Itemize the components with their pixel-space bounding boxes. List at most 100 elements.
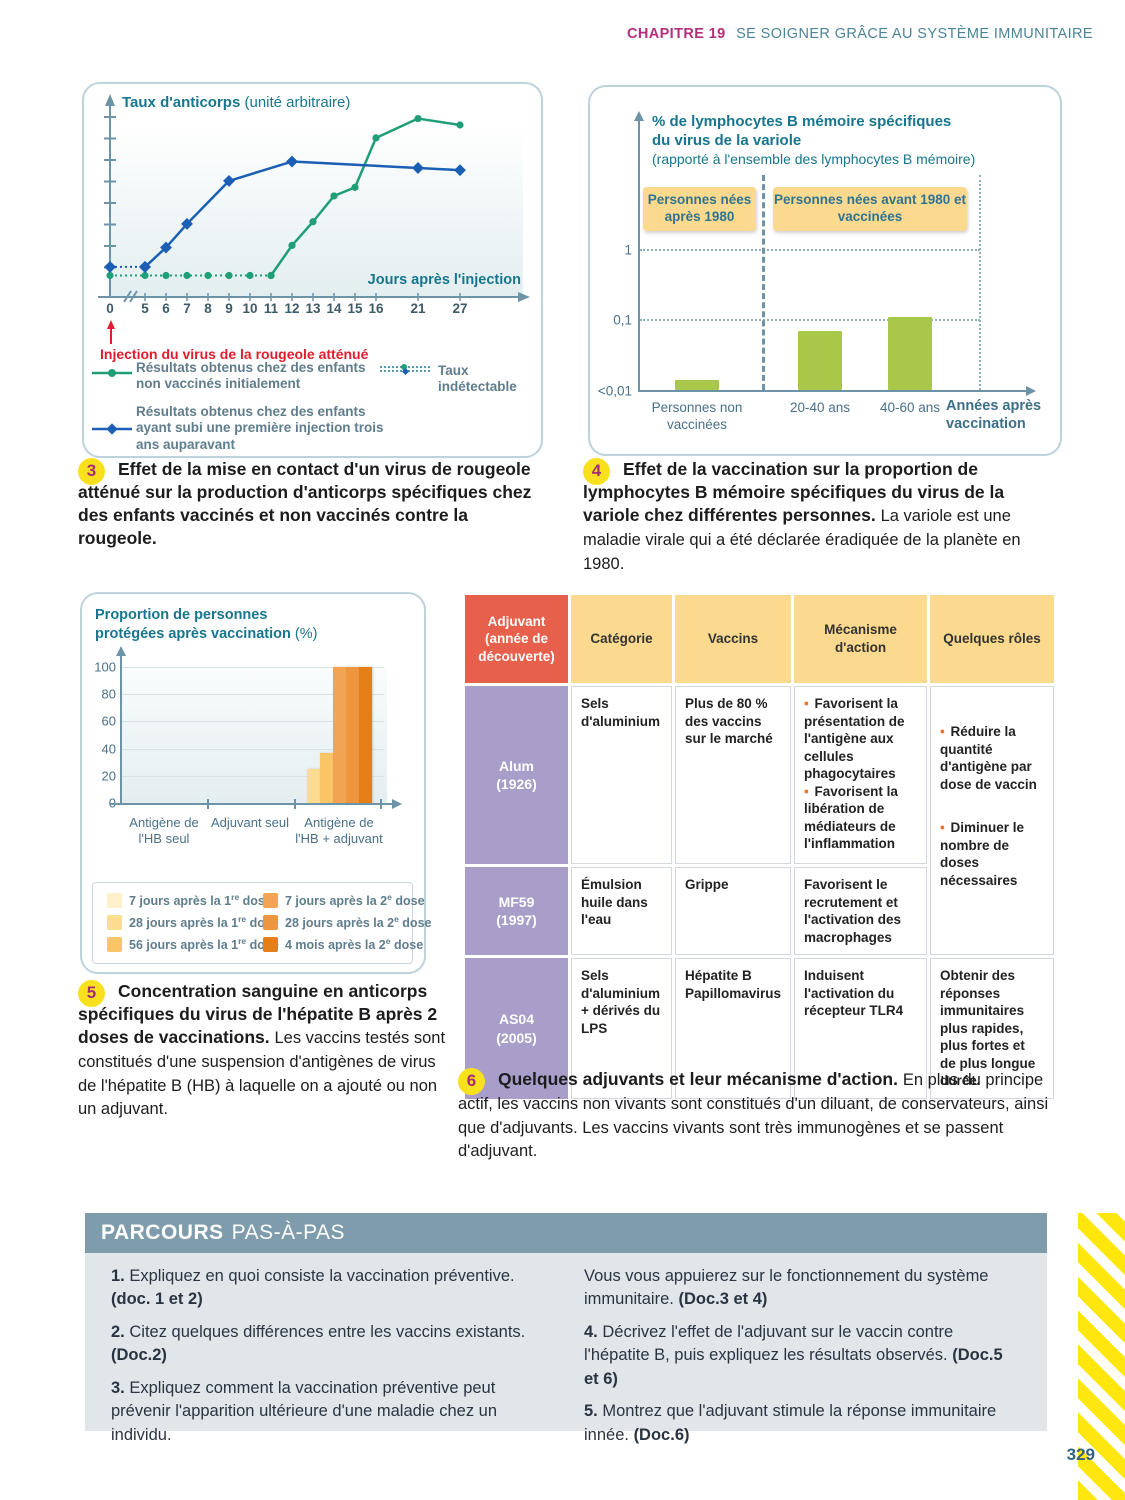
x-axis-tick-labels: 0 5 6 7 8 9 10 11 12 13 14 15 16 21 27 (84, 301, 541, 319)
y-axis-arrow (116, 646, 126, 656)
y-tick-label: 60 (101, 713, 116, 729)
categorie-cell: Sels d'aluminium (571, 686, 672, 864)
chart-title: Taux d'anticorps (unité arbitraire) (122, 94, 351, 111)
gridline (122, 667, 384, 668)
dose-legend-box: 7 jours après la 1re dose 28 jours après… (92, 882, 431, 964)
bar-dose-5 (359, 667, 372, 803)
caption-doc3: 3 Effet de la mise en contact d'un virus… (78, 458, 532, 549)
mecanisme-cell: Favorisent le recrutement et l'activatio… (794, 867, 928, 956)
header-vaccins: Vaccins (675, 595, 792, 683)
question-5: 5. Montrez que l'adjuvant stimule la rép… (584, 1402, 997, 1444)
question-3: 3. Expliquez comment la vaccination prév… (111, 1378, 498, 1444)
legend-swatch (263, 914, 278, 930)
gridline (122, 775, 384, 777)
table-row-alum: Alum (1926) Sels d'aluminium Plus de 80 … (465, 686, 1055, 956)
doc4-lymphocyte-chart-panel: % de lymphocytes B mémoire spécifiques d… (588, 85, 1062, 456)
bar-2 (888, 317, 932, 390)
bar-dose-4 (346, 667, 359, 803)
gridline-1 (640, 249, 980, 251)
x-tick-label: 0 (106, 301, 114, 316)
chapter-header: CHAPITRE 19 SE SOIGNER GRÂCE AU SYSTÈME … (627, 26, 1093, 42)
x-axis-arrow (392, 799, 402, 809)
caption-doc4: 4 Effet de la vaccination sur la proport… (583, 458, 1021, 573)
category-adjuvant-alone: Adjuvant seul (210, 815, 290, 830)
caption-doc6: 6 Quelques adjuvants et leur mécanisme d… (458, 1068, 1049, 1161)
question-4: 4. Décrivez l'effet de l'adjuvant sur le… (584, 1322, 1003, 1388)
question-2: 2. Citez quelques différences entre les … (111, 1322, 526, 1365)
y-axis (120, 656, 122, 805)
antibody-line-chart (98, 94, 530, 303)
y-axis (638, 121, 640, 391)
table-header-row: Adjuvant (année de découverte) Catégorie… (465, 595, 1055, 683)
x-tick (380, 799, 382, 809)
legend-item: 28 jours après la 1re dose (107, 914, 279, 930)
table-row-mf59: MF59 (1997) Émulsion huile dans l'eau Gr… (465, 867, 1054, 956)
x-axis-label: Jours après l'injection (367, 272, 521, 288)
y-tick-0-1: 0,1 (613, 312, 632, 328)
x-tick-label: 10 (242, 301, 258, 316)
parcours-body: 1. Expliquez en quoi consiste la vaccina… (85, 1253, 1047, 1444)
chart-title: % de lymphocytes B mémoire spécifiques d… (652, 113, 976, 167)
y-tick-label: 20 (101, 768, 116, 784)
x-tick-label: 8 (204, 301, 212, 316)
mecanisme-cell: Induisent l'activation du récepteur TLR4 (794, 958, 928, 1100)
gridline (122, 721, 384, 723)
legend-item: 56 jours après la 1re dose (107, 936, 279, 952)
caption-doc5: 5 Concentration sanguine en anticorps sp… (78, 980, 446, 1119)
right-dotted-line (979, 175, 981, 390)
adjuvant-name-cell: MF59 (1997) (465, 867, 568, 956)
parcours-right-column: Vous vous appuierez sur le fonctionnemen… (584, 1265, 1021, 1444)
bar-1 (798, 331, 842, 390)
table-row-as04: AS04 (2005) Sels d'aluminium + dérivés d… (465, 958, 1055, 1100)
category-non-vaccinated: Personnes non vaccinées (651, 400, 743, 432)
x-tick-label: 21 (410, 301, 426, 316)
injection-arrow-stem (110, 328, 112, 344)
y-tick-1: 1 (624, 242, 632, 258)
bar-dose-1 (307, 769, 320, 803)
vaccins-cell: Plus de 80 % des vaccins sur le marché (675, 686, 792, 864)
group-divider-dashed (762, 175, 765, 390)
question-1: 1. Expliquez en quoi consiste la vaccina… (111, 1267, 515, 1309)
category-40-60: 40-60 ans (879, 400, 941, 415)
vaccins-cell: Grippe (675, 867, 792, 956)
doc-number-badge: 3 (78, 458, 105, 485)
gridline (122, 694, 384, 696)
y-axis-arrow (634, 111, 644, 121)
x-axis (638, 390, 1028, 392)
bar-dose-2 (320, 753, 333, 803)
page-number: 329 (1066, 1445, 1095, 1464)
question-3-continuation: Vous vous appuierez sur le fonctionnemen… (584, 1267, 989, 1309)
parcours-section: PARCOURS PAS-À-PAS 1. Expliquez en quoi … (85, 1213, 1047, 1444)
chart-background (111, 124, 523, 296)
doc-number-badge: 5 (78, 980, 105, 1007)
legend-item: 7 jours après la 2e dose (263, 892, 425, 908)
x-axis-arrow (1026, 386, 1036, 396)
roles-shared-cell: • Réduire la quantité d'antigène par dos… (930, 686, 1055, 956)
legend-swatch (107, 914, 122, 930)
categorie-cell: Émulsion huile dans l'eau (571, 867, 672, 956)
x-tick-label: 9 (225, 301, 233, 316)
legend-item: 7 jours après la 1re dose (107, 892, 272, 908)
y-tick-label: 100 (94, 659, 116, 675)
x-tick-label: 14 (326, 301, 342, 316)
bar-dose-3 (333, 667, 346, 803)
group-label-after-1980: Personnes nées après 1980 (643, 187, 756, 231)
chapter-title: SE SOIGNER GRÂCE AU SYSTÈME IMMUNITAIRE (736, 26, 1093, 42)
legend-swatch (263, 936, 278, 952)
chapter-label: CHAPITRE 19 (626, 26, 726, 42)
x-tick-label: 12 (284, 301, 300, 316)
category-20-40: 20-40 ans (789, 400, 851, 415)
undetectable-sample (380, 364, 432, 375)
gridline-0-1 (640, 319, 980, 321)
legend-swatch (107, 936, 122, 952)
bars-container (590, 87, 1060, 390)
categorie-cell: Sels d'aluminium + dérivés du LPS (571, 958, 672, 1100)
parcours-header: PARCOURS PAS-À-PAS (85, 1213, 1047, 1253)
chart-title: Proportion de personnes protégées après … (95, 607, 318, 642)
group-label-before-1980: Personnes nées avant 1980 et vaccinées (773, 187, 967, 231)
header-categorie: Catégorie (571, 595, 672, 683)
legend-swatch (107, 892, 122, 908)
hazard-stripes-decoration (1078, 1213, 1125, 1500)
